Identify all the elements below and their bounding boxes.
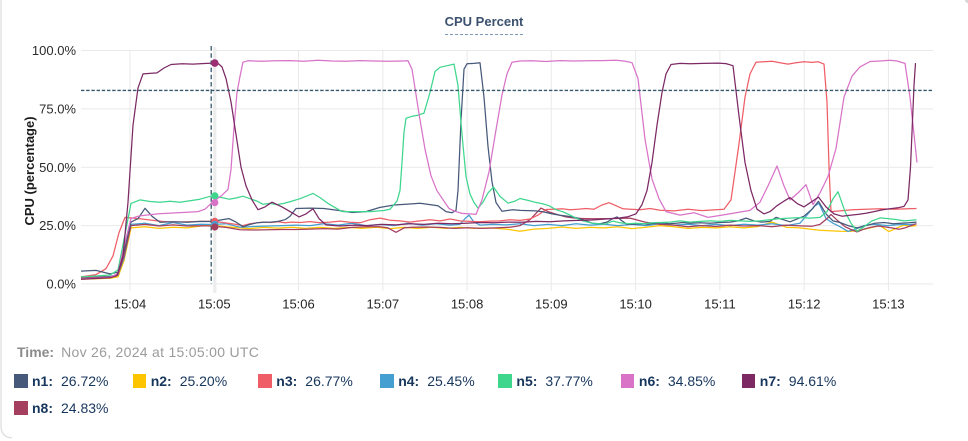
svg-text:15:06: 15:06 xyxy=(282,297,315,312)
svg-text:CPU (percentage): CPU (percentage) xyxy=(22,116,37,225)
svg-text:15:04: 15:04 xyxy=(114,297,147,312)
svg-text:25.0%: 25.0% xyxy=(39,218,76,233)
svg-text:15:08: 15:08 xyxy=(451,297,484,312)
svg-text:15:09: 15:09 xyxy=(535,297,568,312)
svg-text:15:05: 15:05 xyxy=(198,297,231,312)
svg-text:15:10: 15:10 xyxy=(619,297,652,312)
svg-text:15:12: 15:12 xyxy=(788,297,821,312)
svg-text:15:07: 15:07 xyxy=(367,297,400,312)
svg-text:50.0%: 50.0% xyxy=(39,160,76,175)
svg-text:75.0%: 75.0% xyxy=(39,102,76,117)
svg-text:15:13: 15:13 xyxy=(872,297,905,312)
svg-text:15:11: 15:11 xyxy=(704,297,736,312)
svg-text:100.0%: 100.0% xyxy=(32,43,77,58)
svg-text:0.0%: 0.0% xyxy=(46,277,76,292)
